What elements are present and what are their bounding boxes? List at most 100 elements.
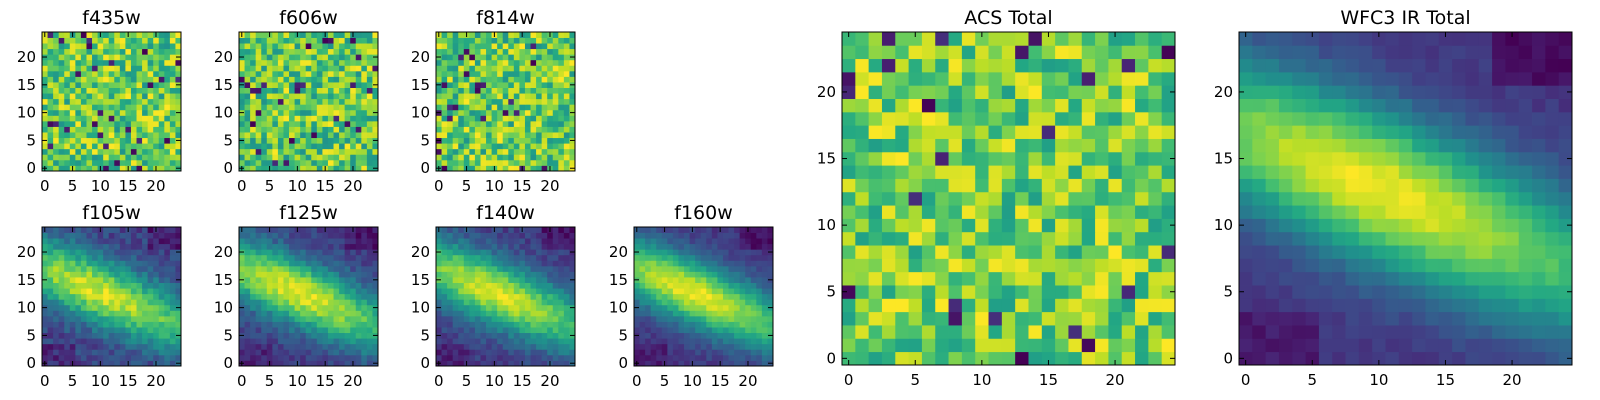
heatmap-cell xyxy=(728,232,735,239)
heatmap-cell xyxy=(316,249,323,256)
heatmap-cell xyxy=(47,304,54,311)
heatmap-cell xyxy=(58,260,65,267)
heatmap-cell xyxy=(536,70,543,77)
heatmap-cell xyxy=(645,310,652,317)
heatmap-cell xyxy=(366,338,373,345)
heatmap-cell xyxy=(372,59,379,66)
heatmap-cell xyxy=(103,338,110,345)
heatmap-cell xyxy=(136,271,143,278)
heatmap-cell xyxy=(480,254,487,261)
heatmap-cell xyxy=(136,249,143,256)
heatmap-cell xyxy=(563,59,570,66)
heatmap-cell xyxy=(261,98,268,105)
heatmap-cell xyxy=(569,243,576,250)
heatmap-cell xyxy=(300,109,307,116)
heatmap-cell xyxy=(672,277,679,283)
heatmap-cell xyxy=(739,310,746,317)
heatmap-cell xyxy=(458,104,465,111)
heatmap-cell xyxy=(92,327,98,334)
heatmap-cell xyxy=(305,315,312,322)
heatmap-cell xyxy=(244,338,251,345)
heatmap-cell xyxy=(458,65,465,72)
heatmap-cell xyxy=(327,32,334,38)
heatmap-cell xyxy=(513,288,520,295)
heatmap-cell xyxy=(502,159,509,166)
heatmap-cell xyxy=(447,304,454,311)
heatmap-cell xyxy=(158,132,165,139)
heatmap-cell xyxy=(480,282,487,289)
heatmap-cell xyxy=(921,191,936,206)
heatmap-cell xyxy=(361,43,368,50)
heatmap-cell xyxy=(519,338,526,345)
heatmap-cell xyxy=(175,271,182,278)
heatmap-cell xyxy=(361,148,368,155)
heatmap-cell xyxy=(661,338,668,345)
heatmap-cell xyxy=(333,288,340,295)
heatmap-cell xyxy=(311,65,318,72)
heatmap-cell xyxy=(508,87,515,94)
heatmap-cell xyxy=(69,43,76,50)
heatmap-cell xyxy=(97,304,104,311)
heatmap-cell xyxy=(366,120,373,127)
heatmap-cell xyxy=(239,232,245,239)
heatmap-cell xyxy=(339,232,346,239)
heatmap-cell xyxy=(333,260,340,267)
heatmap-cell xyxy=(441,109,448,116)
heatmap-cell xyxy=(339,76,346,83)
heatmap-cell xyxy=(1135,351,1149,366)
heatmap-cell xyxy=(47,32,54,38)
x-tick-label: 20 xyxy=(146,177,165,195)
heatmap-cell xyxy=(486,37,492,44)
heatmap-cell xyxy=(80,343,87,350)
heatmap-cell xyxy=(728,343,735,350)
heatmap-cell xyxy=(142,299,149,306)
heatmap-cell xyxy=(458,227,465,233)
heatmap-cell xyxy=(130,120,137,127)
heatmap-cell xyxy=(255,104,262,111)
heatmap-cell xyxy=(175,282,182,289)
heatmap-cell xyxy=(474,32,481,38)
heatmap-cell xyxy=(255,126,262,133)
heatmap-cell xyxy=(961,191,976,206)
heatmap-cell xyxy=(480,143,487,150)
heatmap-cell xyxy=(153,98,160,105)
heatmap-cell xyxy=(480,338,487,345)
heatmap-cell xyxy=(266,137,273,144)
heatmap-cell xyxy=(142,321,149,328)
heatmap-cell xyxy=(1135,231,1149,246)
heatmap-cell xyxy=(58,98,65,105)
heatmap-cell xyxy=(569,59,576,66)
heatmap-cell xyxy=(372,37,379,44)
heatmap-cell xyxy=(656,304,663,311)
heatmap-cell xyxy=(908,245,923,259)
heatmap-cell xyxy=(569,310,576,317)
heatmap-cell xyxy=(283,37,290,44)
heatmap-cell xyxy=(672,315,679,322)
heatmap-cell xyxy=(491,271,498,278)
heatmap-cell xyxy=(452,249,459,256)
heatmap-cell xyxy=(711,265,718,272)
heatmap-cell xyxy=(536,254,543,261)
heatmap-cell xyxy=(756,321,763,328)
heatmap-cell xyxy=(114,126,121,133)
heatmap-cell xyxy=(513,54,520,61)
heatmap-cell xyxy=(1148,338,1163,353)
heatmap-cell xyxy=(97,321,104,328)
heatmap-cell xyxy=(855,258,870,273)
heatmap-cell xyxy=(480,238,487,245)
heatmap-cell xyxy=(333,104,340,111)
heatmap-cell xyxy=(1041,245,1056,259)
heatmap-cell xyxy=(283,360,290,367)
heatmap-cell xyxy=(558,282,565,289)
heatmap-cell xyxy=(130,82,137,88)
heatmap-cell xyxy=(661,310,668,317)
heatmap-cell xyxy=(119,271,126,278)
heatmap-cell xyxy=(300,293,307,300)
x-tick-label: 10 xyxy=(91,372,110,390)
heatmap-cell xyxy=(283,32,290,38)
heatmap-cell xyxy=(541,354,548,361)
heatmap-cell xyxy=(339,115,346,122)
heatmap-cell xyxy=(322,260,329,267)
heatmap-cell xyxy=(1121,178,1136,193)
